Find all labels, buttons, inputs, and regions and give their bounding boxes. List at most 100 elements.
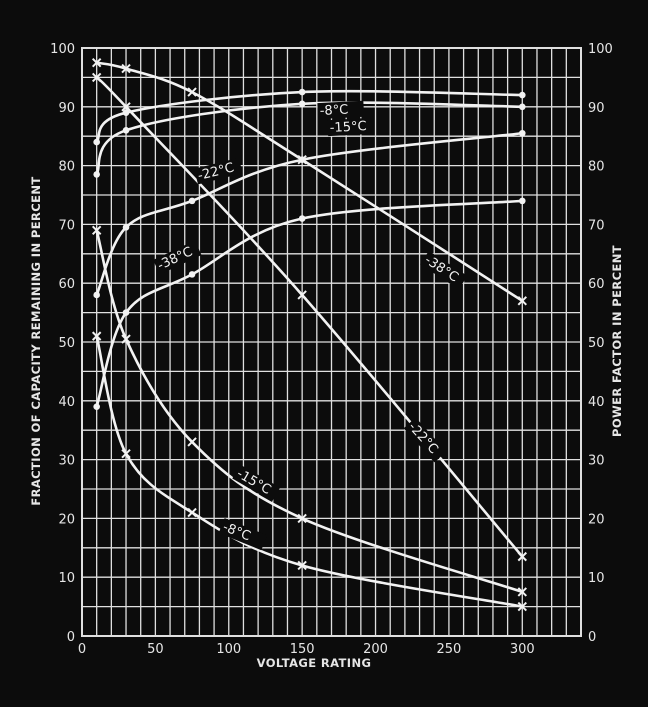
left-y-tick-label: 10 (58, 571, 75, 586)
cross-stroke (91, 72, 102, 83)
data-point-dot-capacity-15c (122, 127, 130, 134)
markers (91, 57, 528, 612)
cross-stroke (187, 87, 197, 97)
data-point-cross-power-factor-8c (121, 449, 131, 459)
cross-stroke (297, 513, 307, 524)
data-point-cross-power-factor-15c (517, 587, 528, 597)
data-point-cross-power-factor-22c (517, 551, 528, 562)
data-point-cross-power-factor-22c (91, 72, 102, 83)
series-line-power-factor-22c (95, 76, 524, 558)
cross-stroke (121, 449, 131, 459)
left-y-axis-title: FRACTION OF CAPACITY REMAINING IN PERCEN… (29, 176, 43, 505)
data-point-dot-capacity-15c (298, 100, 306, 108)
right-y-tick-label: 90 (588, 101, 605, 116)
left-y-tick-label: 70 (58, 218, 75, 233)
x-tick-labels: 0 50 100 150 200 250 300 (78, 642, 535, 657)
data-point-cross-power-factor-15c (91, 225, 102, 235)
data-point-dot-capacity-38c (188, 271, 196, 278)
data-point-cross-power-factor-38c (297, 155, 307, 165)
series-line-capacity-38c (95, 199, 523, 408)
data-point-dot-capacity-22c (518, 129, 526, 137)
data-point-cross-power-factor-8c (91, 331, 102, 341)
cross-stroke (187, 437, 197, 447)
left-y-tick-label: 80 (58, 160, 75, 175)
plot-border (81, 47, 582, 637)
data-point-dot-capacity-38c (93, 403, 100, 410)
cross-stroke (297, 290, 307, 300)
data-point-dot-capacity-38c (298, 215, 306, 222)
cross-stroke (121, 102, 131, 112)
curve-label-backdrop (232, 464, 281, 502)
data-point-cross-power-factor-8c (187, 507, 197, 518)
left-y-tick-label: 50 (58, 336, 75, 351)
curve-label-backdrop (317, 100, 365, 120)
right-y-tick-label: 80 (588, 160, 605, 175)
curve-label-capacity-15c: -15°C (329, 119, 367, 136)
data-point-cross-power-factor-38c (91, 57, 102, 68)
x-axis-title: VOLTAGE RATING (257, 656, 372, 670)
left-y-tick-label: 0 (67, 630, 75, 645)
right-y-tick-label: 60 (588, 277, 605, 292)
data-point-cross-power-factor-8c (297, 560, 307, 571)
curve-label-backdrop (218, 518, 268, 551)
data-point-dot-capacity-22c (188, 197, 196, 205)
x-tick-label: 200 (363, 642, 388, 657)
curves (95, 61, 524, 608)
series-line-power-factor-15c (95, 229, 523, 594)
cross-stroke (121, 63, 131, 74)
x-tick-label: 0 (78, 642, 86, 657)
left-y-tick-label: 90 (58, 101, 75, 116)
left-y-tick-label: 20 (58, 512, 75, 527)
data-point-dot-capacity-8c (518, 91, 526, 99)
data-point-cross-power-factor-22c (297, 290, 307, 300)
x-tick-label: 50 (147, 642, 164, 657)
cross-stroke (517, 551, 528, 562)
cross-stroke (121, 334, 131, 344)
cross-stroke (517, 587, 528, 597)
cross-stroke (517, 296, 528, 306)
series-line-power-factor-8c (95, 335, 523, 608)
cross-stroke (91, 331, 102, 341)
curve-label-backdrop (153, 240, 202, 275)
left-y-tick-label: 60 (58, 277, 75, 292)
right-y-tick-label: 0 (588, 630, 596, 645)
series-line-capacity-8c (95, 89, 523, 143)
x-tick-label: 250 (436, 642, 461, 657)
x-tick-label: 100 (216, 642, 241, 657)
data-point-dot-capacity-22c (93, 291, 100, 299)
right-y-tick-label: 50 (588, 336, 605, 351)
right-y-tick-label: 30 (588, 454, 605, 469)
cross-stroke (297, 560, 307, 571)
data-point-cross-power-factor-15c (187, 437, 197, 447)
cross-stroke (91, 225, 102, 235)
data-point-dot-capacity-15c (93, 171, 100, 178)
data-point-cross-power-factor-15c (121, 334, 131, 344)
data-point-cross-power-factor-38c (517, 296, 528, 306)
data-point-cross-power-factor-22c (121, 102, 131, 112)
curve-label-backdrop (194, 157, 243, 185)
curve-label-backdrop (403, 417, 447, 463)
left-y-tick-label: 30 (58, 454, 75, 469)
cross-stroke (297, 155, 307, 165)
data-point-dot-capacity-8c (122, 109, 130, 116)
right-y-tick-label: 20 (588, 512, 605, 527)
right-y-tick-labels: 0 10 20 30 40 50 60 70 80 90 100 (588, 42, 613, 645)
left-y-tick-label: 40 (58, 395, 75, 410)
series-line-capacity-22c (95, 131, 523, 296)
data-point-dot-capacity-8c (298, 88, 306, 96)
right-y-tick-label: 10 (588, 571, 605, 586)
data-point-cross-power-factor-38c (187, 87, 197, 97)
curve-label-capacity-8c: -8°C (319, 103, 348, 119)
right-y-tick-label: 40 (588, 395, 605, 410)
series-line-capacity-15c (95, 101, 523, 176)
left-y-tick-label: 100 (50, 42, 75, 57)
x-tick-label: 150 (290, 642, 315, 657)
data-point-cross-power-factor-8c (517, 601, 528, 612)
data-point-dot-capacity-8c (93, 138, 100, 146)
right-y-axis-title: POWER FACTOR IN PERCENT (610, 245, 624, 437)
cross-stroke (91, 57, 102, 68)
data-point-dot-capacity-38c (122, 309, 130, 316)
data-point-cross-power-factor-38c (121, 63, 131, 74)
data-point-cross-power-factor-15c (297, 513, 307, 524)
